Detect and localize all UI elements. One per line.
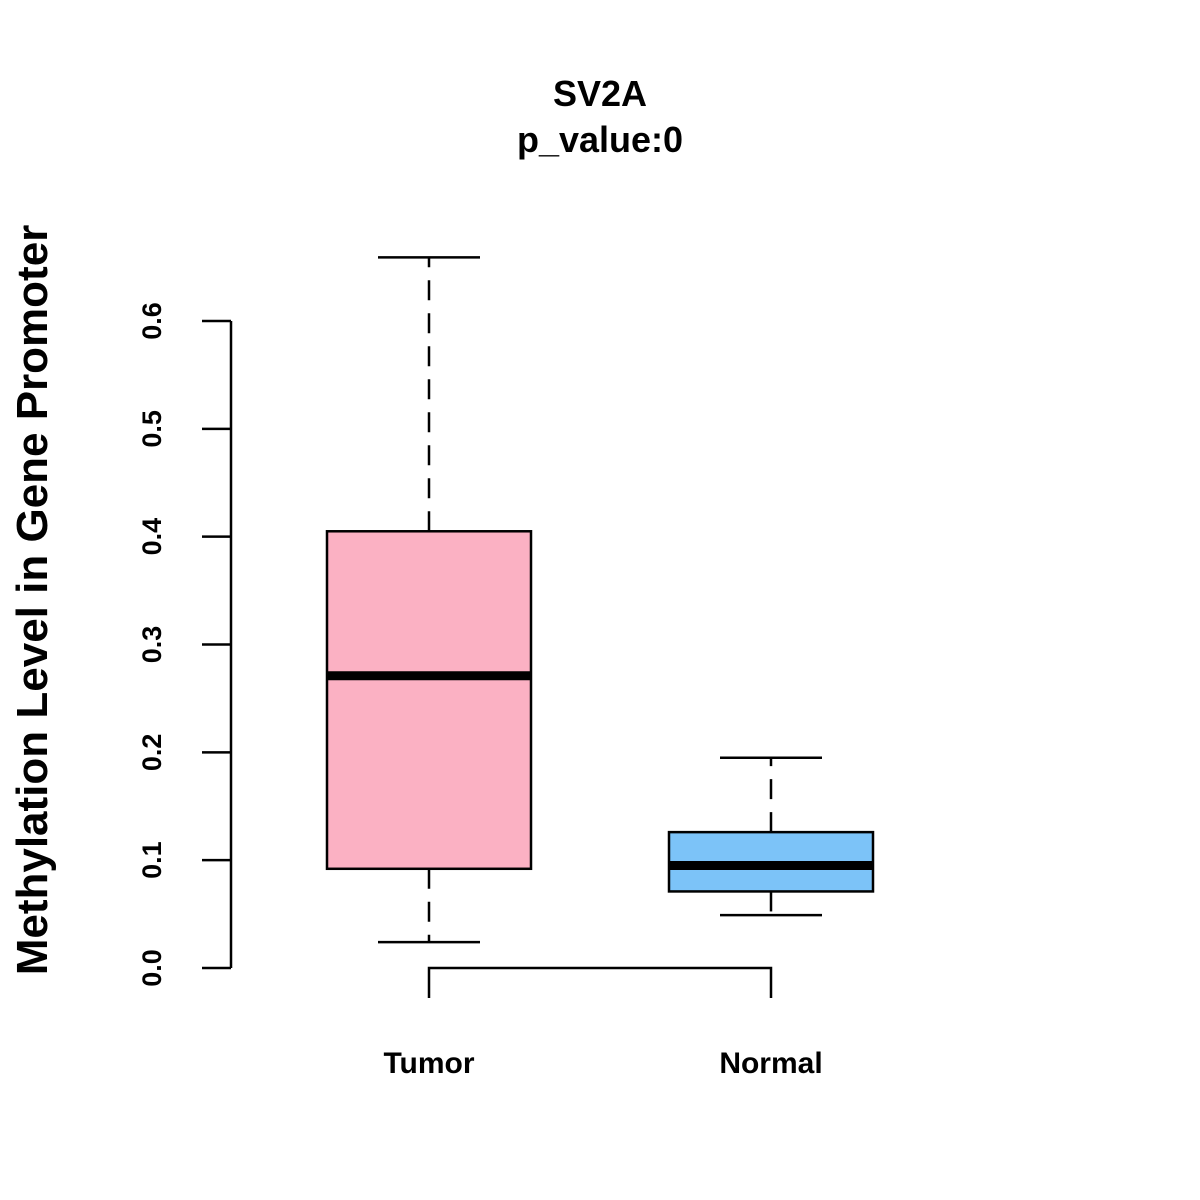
x-category-label: Tumor bbox=[383, 1047, 474, 1080]
chart-subtitle: p_value:0 bbox=[517, 119, 683, 160]
y-tick-label: 0.3 bbox=[137, 626, 167, 664]
boxes-group bbox=[325, 256, 875, 944]
bracket-line bbox=[427, 966, 773, 998]
x-axis-labels: Tumor Normal bbox=[383, 1047, 822, 1080]
y-tick-label: 0.2 bbox=[137, 734, 167, 772]
box-iqr bbox=[325, 530, 533, 871]
y-tick-label: 0.0 bbox=[137, 949, 167, 987]
comparison-bracket bbox=[427, 966, 773, 998]
x-category-label: Normal bbox=[719, 1047, 822, 1080]
y-tick-label: 0.4 bbox=[137, 518, 167, 556]
box-tumor bbox=[325, 256, 533, 944]
y-tick-label: 0.6 bbox=[137, 302, 167, 340]
y-axis: 0.0 0.1 0.2 0.3 0.4 0.5 0.6 bbox=[137, 302, 233, 987]
chart-title: SV2A bbox=[553, 73, 647, 114]
y-axis-label: Methylation Level in Gene Promoter bbox=[8, 225, 57, 976]
y-tick-label: 0.5 bbox=[137, 410, 167, 448]
box-normal bbox=[667, 756, 875, 917]
y-tick-label: 0.1 bbox=[137, 841, 167, 879]
